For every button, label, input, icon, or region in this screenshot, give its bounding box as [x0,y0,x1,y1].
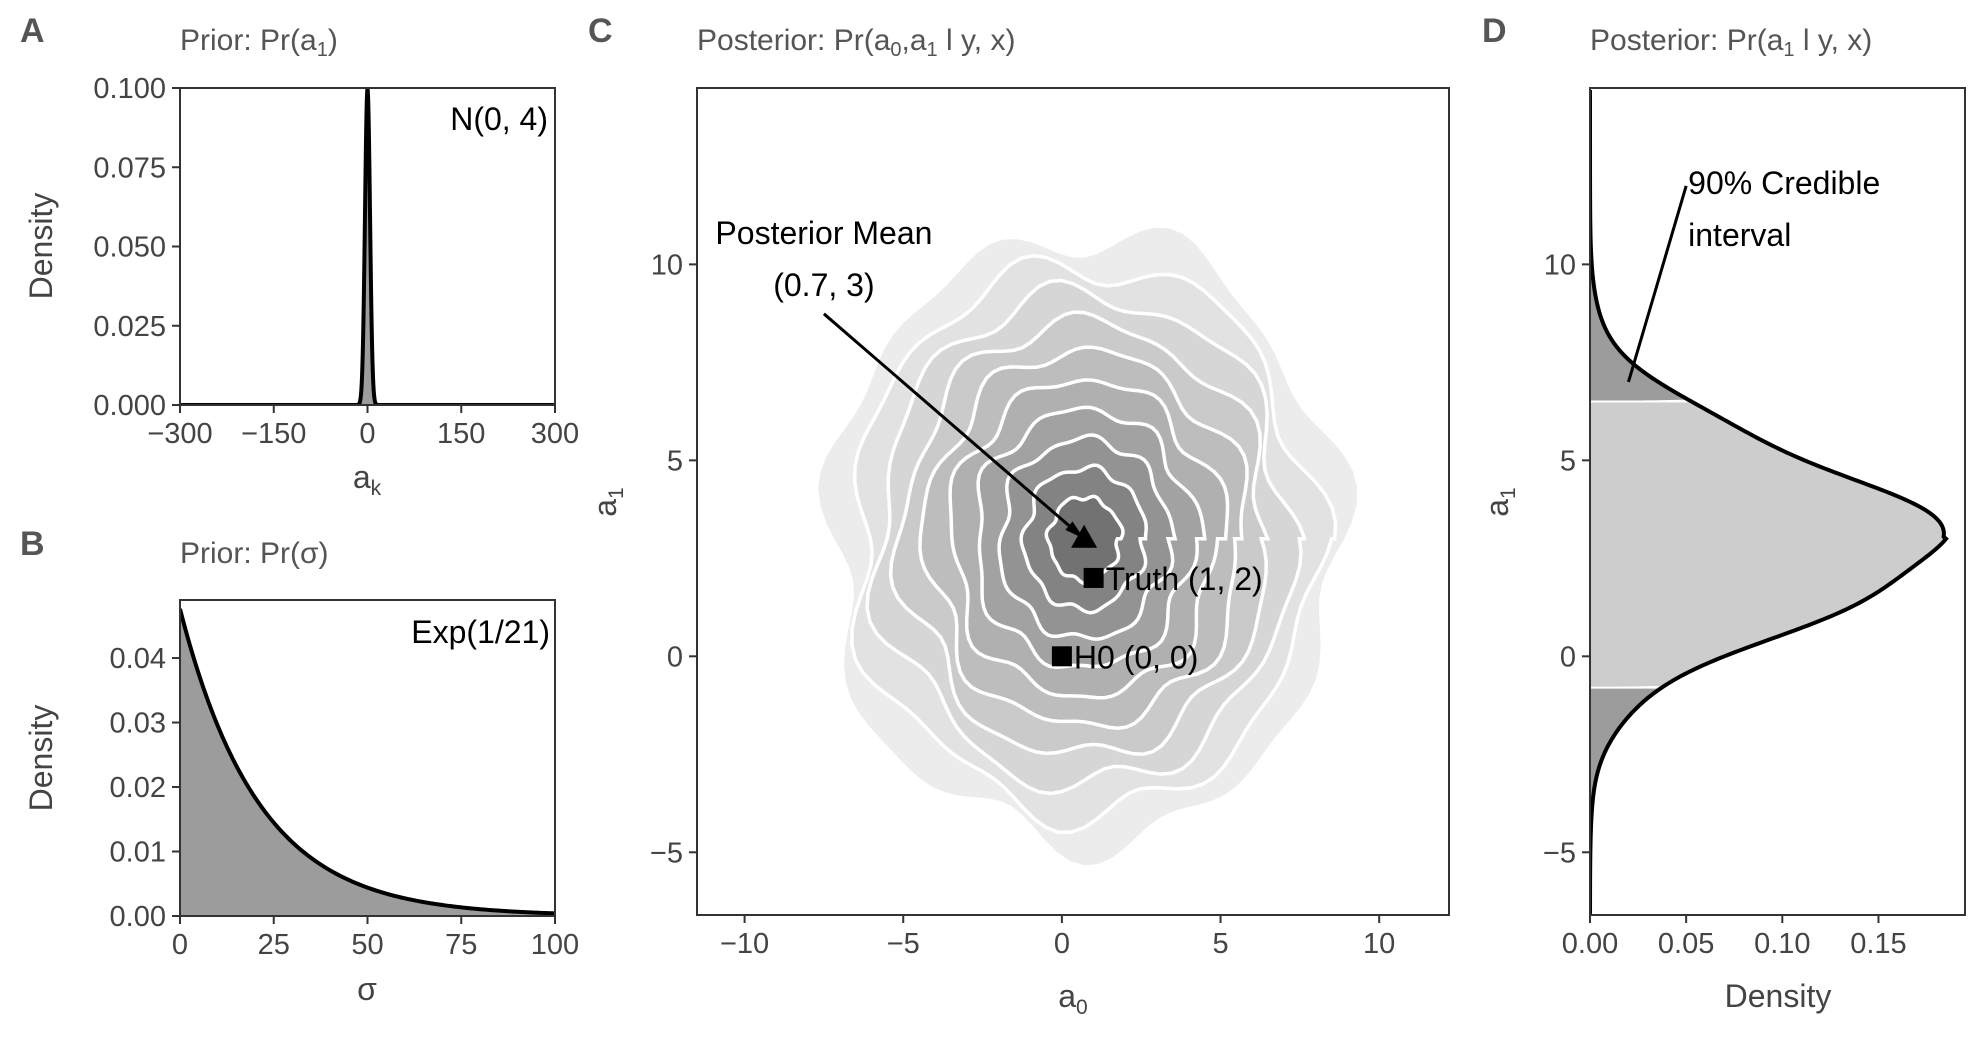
panel-c-title: Posterior: Pr(a0,a1 l y, x) [697,24,1015,61]
panel-d-upper-tail-fill [1590,88,1689,402]
panel-b-y-tick-label-2: 0.02 [110,772,166,804]
panel-c-axes-frame [696,87,1450,916]
panel-a-density-curve [180,88,555,405]
panel-b-x-axis-label: σ [357,971,377,1007]
panel-a-y-tick-label-4: 0.100 [93,73,166,105]
panel-d-credible-interval-label-line1: 90% Credible [1688,165,1880,201]
panel-a-title: Prior: Pr(a1) [180,24,338,61]
panel-b-x-tick-label-2: 50 [351,929,383,961]
panel-d-credible-interval-fill [1590,401,1947,688]
panel-a-distribution-label: N(0, 4) [450,101,548,137]
panel-a-y-tick-label-2: 0.050 [93,232,166,264]
panel-a-prior-a1: A Prior: Pr(a1) −300 −150 0 150 300 0.000 0.02… [20,12,579,500]
panel-a-y-tick-label-1: 0.025 [93,311,166,343]
panel-a-y-axis-label: Density [23,193,59,300]
panel-c-y-tick-label-1: 0 [667,641,683,673]
panel-a-y-tick-label-0: 0.000 [93,390,166,422]
panel-b-y-tick-label-1: 0.01 [110,837,166,869]
panel-c-x-axis-label: a0 [1058,978,1087,1019]
panel-d-y-axis-label: a1 [1479,487,1520,516]
panel-b-x-tick-label-0: 0 [172,929,188,961]
panel-c-joint-posterior: C Posterior: Pr(a0,a1 l y, x) −10 −5 0 5 10 −… [587,12,1450,1019]
panel-c-y-axis-label: a1 [587,487,628,516]
panel-b-y-axis-label: Density [23,705,59,812]
panel-c-x-tick-label-4: 10 [1363,928,1395,960]
panel-c-x-tick-label-1: −5 [887,928,920,960]
panel-d-credible-interval-label-line2: interval [1688,217,1791,253]
panel-d-x-tick-label-3: 0.15 [1850,928,1906,960]
panel-c-h0-label: H0 (0, 0) [1074,639,1198,675]
panel-d-marginal-posterior-a1: D Posterior: Pr(a1 l y, x) 0.00 0.05 0.10 0… [1479,12,1966,1014]
panel-a-y-tick-label-3: 0.075 [93,152,166,184]
panel-c-h0-marker [1051,646,1072,667]
panel-a-x-tick-label-3: 150 [437,418,485,450]
panel-a-density-fill [180,88,555,405]
panel-c-posterior-mean-label: Posterior Mean [715,215,932,251]
panel-d-x-tick-label-1: 0.05 [1658,928,1714,960]
panel-b-distribution-label: Exp(1/21) [411,614,550,650]
panel-c-truth-marker [1083,567,1104,588]
panel-c-y-tick-label-2: 5 [667,445,683,477]
panel-b-y-tick-label-3: 0.03 [110,708,166,740]
panel-d-axes-frame [1589,87,1966,916]
panel-a-x-tick-label-1: −150 [241,418,306,450]
panel-letter-b: B [20,525,45,563]
panel-c-x-tick-label-2: 0 [1054,928,1070,960]
panel-c-x-tick-label-3: 5 [1212,928,1228,960]
panel-d-y-tick-label-3: 10 [1544,249,1576,281]
panel-b-y-tick-label-0: 0.00 [110,901,166,933]
panel-c-x-tick-label-0: −10 [720,928,769,960]
panel-b-x-tick-label-3: 75 [445,929,477,961]
panel-c-posterior-mean-marker [1071,524,1098,548]
panel-b-x-tick-label-1: 25 [258,929,290,961]
panel-d-y-tick-label-2: 5 [1560,445,1576,477]
panel-d-y-tick-label-1: 0 [1560,641,1576,673]
panel-c-truth-label: Truth (1, 2) [1106,561,1263,597]
panel-a-x-tick-label-4: 300 [531,418,579,450]
panel-c-posterior-mean-arrow [822,312,1070,527]
panel-d-x-tick-label-0: 0.00 [1562,928,1618,960]
panel-a-x-axis-label: ak [353,459,382,500]
panel-b-y-tick-label-4: 0.04 [110,643,166,675]
panel-d-credible-interval-pointer [1627,185,1688,383]
panel-d-y-tick-label-0: −5 [1543,837,1576,869]
panel-b-density-fill [180,608,555,916]
panel-c-y-tick-label-0: −5 [650,837,683,869]
panel-b-density-curve [180,608,555,916]
panel-b-title: Prior: Pr(σ) [180,537,329,570]
panel-d-title: Posterior: Pr(a1 l y, x) [1590,24,1872,61]
panel-c-y-tick-label-3: 10 [651,249,683,281]
panel-letter-d: D [1482,12,1507,50]
panel-d-x-tick-label-2: 0.10 [1754,928,1810,960]
panel-b-prior-sigma: B Prior: Pr(σ) 0 25 50 75 100 0.00 0.01 0.02 0.0… [20,525,579,1007]
panel-b-x-tick-label-4: 100 [531,929,579,961]
panel-d-x-axis-label: Density [1725,978,1832,1014]
panel-c-posterior-mean-value: (0.7, 3) [773,267,874,303]
panel-a-x-tick-label-2: 0 [359,418,375,450]
panel-a-x-tick-label-0: −300 [147,418,212,450]
panel-letter-a: A [20,12,45,50]
panel-letter-c: C [588,12,613,50]
